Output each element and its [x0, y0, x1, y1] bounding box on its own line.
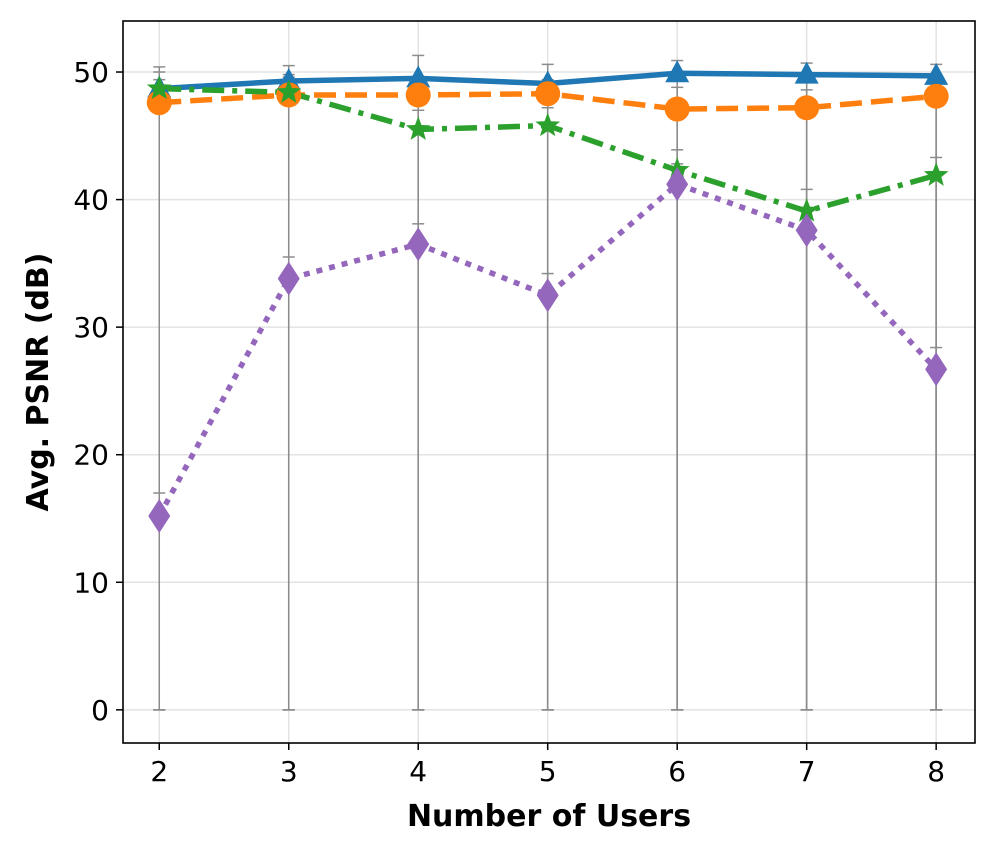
diamond-marker [148, 498, 171, 533]
star-marker [405, 116, 431, 140]
diamond-marker [925, 352, 948, 387]
axis-ticks: 0 10 20 30 40 50 2 3 4 5 6 7 8 [73, 56, 945, 788]
circle-marker [535, 81, 561, 107]
plot-frame [122, 20, 976, 744]
x-tick-label: 8 [927, 755, 945, 788]
triangle-marker [794, 61, 819, 84]
y-axis-label: Avg. PSNR (dB) [21, 252, 56, 511]
x-tick-label: 5 [539, 755, 557, 788]
triangle-marker [406, 65, 431, 88]
star-marker [794, 198, 819, 222]
diamond-marker [666, 167, 689, 202]
x-tick-label: 6 [668, 755, 686, 788]
y-tick-label: 0 [91, 694, 109, 727]
circle-marker [794, 95, 820, 121]
triangle-marker [924, 62, 949, 85]
diamond-marker [407, 227, 430, 262]
x-tick-label: 2 [150, 755, 168, 788]
y-tick-label: 40 [73, 184, 109, 217]
circle-marker [923, 83, 949, 109]
star-marker [146, 75, 172, 100]
diamond-marker [536, 278, 559, 313]
x-axis-label: Number of Users [407, 799, 691, 834]
star-marker [923, 162, 949, 186]
triangle-marker [665, 60, 690, 83]
star-marker [535, 112, 561, 137]
diamond-marker [795, 213, 818, 248]
circle-marker [405, 82, 431, 108]
series-markers [146, 60, 949, 533]
star-marker [276, 79, 302, 103]
y-tick-label: 10 [73, 566, 109, 599]
y-tick-label: 30 [73, 311, 109, 344]
x-tick-label: 3 [280, 755, 298, 788]
y-tick-label: 20 [73, 439, 109, 472]
x-tick-label: 4 [409, 755, 427, 788]
diamond-marker [277, 261, 300, 296]
circle-marker [664, 96, 690, 122]
y-tick-label: 50 [73, 56, 109, 89]
x-tick-label: 7 [798, 755, 816, 788]
